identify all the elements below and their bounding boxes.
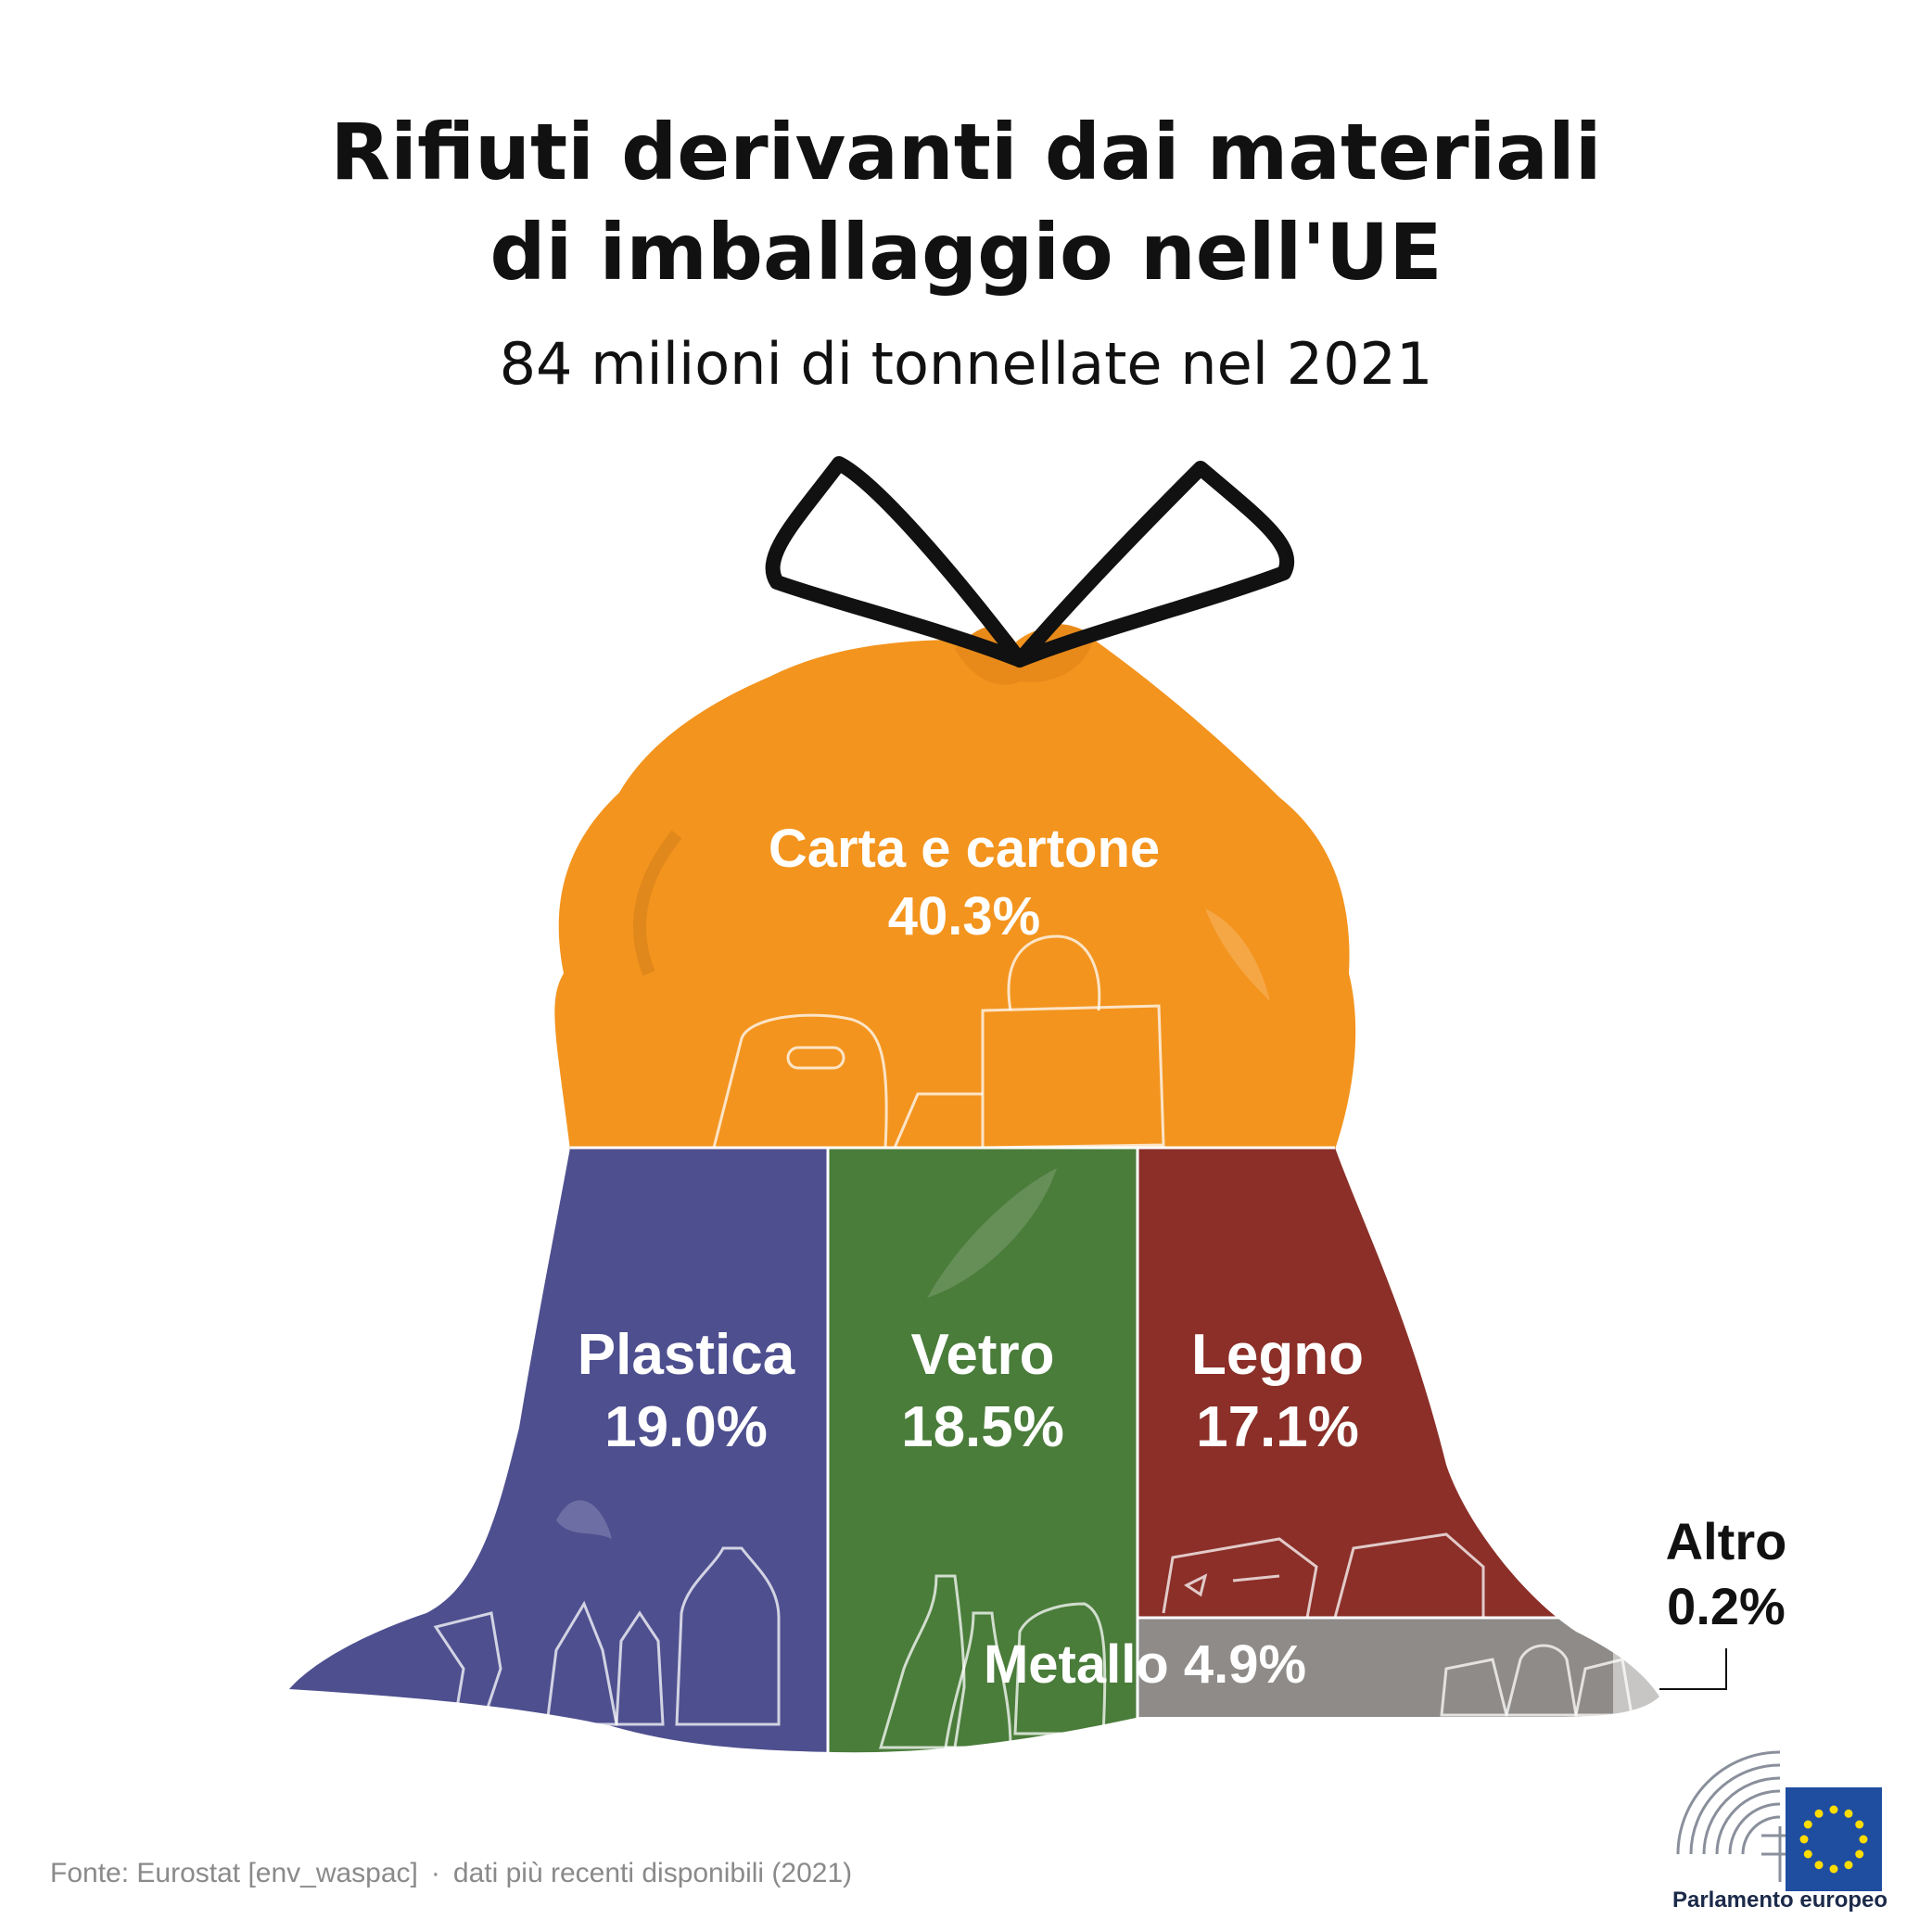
plastic-bottles-icon <box>433 1546 781 1726</box>
eu-star-icon <box>1814 1861 1824 1870</box>
bag-top <box>554 625 1356 1150</box>
eu-star-icon <box>1829 1805 1838 1814</box>
label-legno-value: 17.1% <box>1196 1395 1359 1459</box>
bag-bottom <box>289 1148 1659 1753</box>
label-vetro-name: Vetro <box>910 1323 1054 1387</box>
label-altro-name: Altro <box>1666 1512 1787 1570</box>
logo-text: Parlamento europeo <box>1671 1888 1888 1913</box>
label-legno: Legno 17.1% <box>1191 1323 1364 1459</box>
segment-vetro <box>828 1148 1138 1753</box>
eu-star-icon <box>1803 1849 1812 1859</box>
segment-plastica <box>289 1148 828 1753</box>
label-metallo-text: Metallo 4.9% <box>984 1634 1306 1695</box>
source-separator: · <box>430 1858 440 1888</box>
chart-subtitle: 84 milioni di tonnellate nel 2021 <box>499 330 1433 398</box>
eu-star-icon <box>1844 1809 1853 1818</box>
bag-fold-highlight-lower <box>556 1500 612 1539</box>
eu-star-icon <box>1855 1820 1864 1829</box>
label-carta-e-cartone: Carta e cartone 40.3% <box>769 819 1160 947</box>
title-line-2: di imballaggio nell'UE <box>489 207 1443 298</box>
eu-star-icon <box>1814 1809 1824 1818</box>
chart-title: Rifiuti derivanti dai materiali di imbal… <box>0 102 1932 302</box>
metal-cans-icon <box>1440 1644 1633 1717</box>
label-vetro-value: 18.5% <box>901 1395 1064 1459</box>
bag-fold-shadow <box>633 830 682 976</box>
label-altro-value: 0.2% <box>1667 1577 1786 1635</box>
bag-tie-bow <box>765 456 1295 667</box>
bag-fold-highlight-glass <box>927 1168 1057 1298</box>
label-legno-name: Legno <box>1191 1323 1364 1387</box>
source-note-text: dati più recenti disponibili (2021) <box>452 1858 853 1888</box>
label-metallo: Metallo 4.9% <box>984 1634 1306 1695</box>
source-note: Fonte: Eurostat [env_waspac] · dati più re… <box>50 1858 852 1889</box>
eu-star-icon <box>1799 1835 1809 1844</box>
paper-bag-icon <box>712 934 1165 1150</box>
source-text: Fonte: Eurostat [env_waspac] <box>50 1858 418 1888</box>
label-altro: Altro 0.2% <box>1659 1512 1787 1690</box>
eu-star-icon <box>1859 1835 1868 1844</box>
eu-star-icon <box>1855 1849 1864 1859</box>
label-carta-name: Carta e cartone <box>769 819 1160 879</box>
segment-carta-e-cartone <box>554 625 1356 1150</box>
segment-dividers <box>570 1146 1576 1752</box>
altro-leader-line <box>1659 1648 1727 1690</box>
eu-star-icon <box>1844 1861 1853 1870</box>
label-plastica-value: 19.0% <box>604 1395 768 1459</box>
eu-stars-icon <box>1799 1805 1868 1874</box>
label-carta-value: 40.3% <box>888 886 1040 947</box>
label-plastica: Plastica 19.0% <box>578 1323 795 1459</box>
bag-fold-highlight <box>1205 909 1270 1001</box>
eu-star-icon <box>1829 1864 1838 1874</box>
title-line-1: Rifiuti derivanti dai materiali <box>330 107 1602 197</box>
wood-crates-icon <box>1162 1532 1485 1619</box>
parlamento-europeo-logo <box>1676 1750 1882 1891</box>
label-plastica-name: Plastica <box>578 1323 795 1387</box>
label-vetro: Vetro 18.5% <box>901 1323 1064 1459</box>
eu-star-icon <box>1803 1820 1812 1829</box>
glass-bottles-icon <box>878 1574 1107 1749</box>
